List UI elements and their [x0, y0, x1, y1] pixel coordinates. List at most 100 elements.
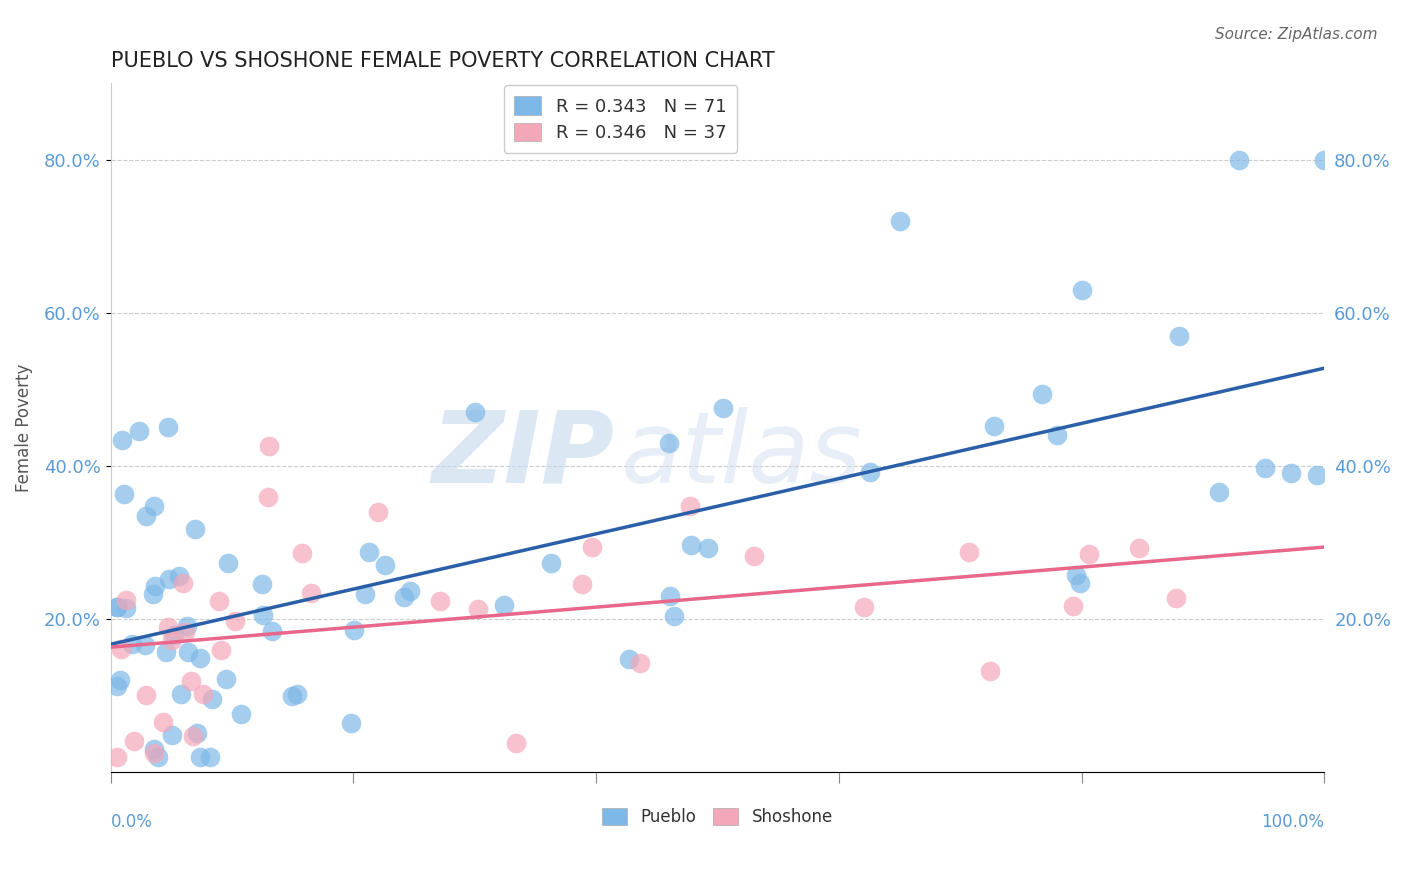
Point [163, 628, 186, 642]
Point [142, 586, 165, 600]
Point [252, 577, 274, 591]
Point [135, 509, 157, 524]
Point [134, 638, 156, 652]
Point [619, 652, 641, 666]
Point [1279, 466, 1302, 480]
Point [664, 608, 686, 623]
Point [217, 556, 239, 570]
Point [658, 436, 681, 450]
Point [628, 656, 651, 670]
Point [367, 505, 389, 519]
Point [1064, 567, 1087, 582]
Point [540, 556, 562, 570]
Point [145, 579, 167, 593]
Point [176, 619, 198, 633]
Point [191, 687, 214, 701]
Point [257, 490, 280, 504]
Text: 0.0%: 0.0% [111, 814, 153, 831]
Point [115, 592, 138, 607]
Point [157, 572, 180, 586]
Y-axis label: Female Poverty: Female Poverty [15, 364, 32, 491]
Point [1031, 386, 1053, 401]
Point [505, 736, 527, 750]
Point [146, 749, 169, 764]
Point [157, 420, 180, 434]
Point [110, 641, 132, 656]
Point [128, 424, 150, 438]
Point [121, 637, 143, 651]
Point [343, 624, 366, 638]
Point [186, 725, 208, 739]
Point [105, 599, 128, 614]
Point [1046, 428, 1069, 442]
Point [198, 749, 221, 764]
Point [105, 679, 128, 693]
Point [188, 650, 211, 665]
Point [112, 487, 135, 501]
Point [167, 569, 190, 583]
Point [252, 608, 274, 623]
Point [215, 672, 238, 686]
Point [464, 405, 486, 419]
Point [571, 577, 593, 591]
Point [299, 586, 322, 600]
Point [188, 749, 211, 764]
Point [340, 716, 363, 731]
Point [291, 546, 314, 560]
Point [142, 746, 165, 760]
Point [398, 584, 420, 599]
Point [658, 590, 681, 604]
Point [1306, 467, 1329, 482]
Point [1069, 576, 1091, 591]
Point [1164, 591, 1187, 605]
Text: 100.0%: 100.0% [1261, 814, 1324, 831]
Point [181, 729, 204, 743]
Point [143, 499, 166, 513]
Text: ZIP: ZIP [432, 407, 614, 504]
Point [155, 645, 177, 659]
Text: PUEBLO VS SHOSHONE FEMALE POVERTY CORRELATION CHART: PUEBLO VS SHOSHONE FEMALE POVERTY CORREL… [111, 51, 775, 70]
Point [152, 715, 174, 730]
Point [209, 642, 232, 657]
Point [1254, 461, 1277, 475]
Point [162, 632, 184, 647]
Point [1128, 541, 1150, 555]
Point [105, 749, 128, 764]
Point [853, 600, 876, 615]
Point [281, 689, 304, 703]
Point [1077, 547, 1099, 561]
Point [156, 620, 179, 634]
Point [889, 214, 911, 228]
Legend: Pueblo, Shoshone: Pueblo, Shoshone [596, 801, 839, 832]
Point [229, 707, 252, 722]
Point [201, 692, 224, 706]
Point [224, 614, 246, 628]
Point [160, 728, 183, 742]
Text: Source: ZipAtlas.com: Source: ZipAtlas.com [1215, 27, 1378, 42]
Point [1313, 153, 1336, 167]
Point [108, 673, 131, 687]
Point [467, 602, 489, 616]
Point [357, 544, 380, 558]
Point [285, 687, 308, 701]
Point [696, 541, 718, 556]
Point [1229, 153, 1251, 167]
Point [429, 594, 451, 608]
Point [183, 522, 205, 536]
Point [1167, 329, 1189, 343]
Point [374, 558, 396, 572]
Point [679, 499, 702, 513]
Point [111, 433, 134, 447]
Point [143, 741, 166, 756]
Point [105, 600, 128, 615]
Point [581, 540, 603, 554]
Point [744, 549, 766, 563]
Point [135, 689, 157, 703]
Point [1070, 283, 1092, 297]
Point [354, 587, 377, 601]
Point [257, 440, 280, 454]
Point [170, 687, 193, 701]
Point [957, 545, 980, 559]
Point [711, 401, 734, 415]
Text: atlas: atlas [620, 407, 862, 504]
